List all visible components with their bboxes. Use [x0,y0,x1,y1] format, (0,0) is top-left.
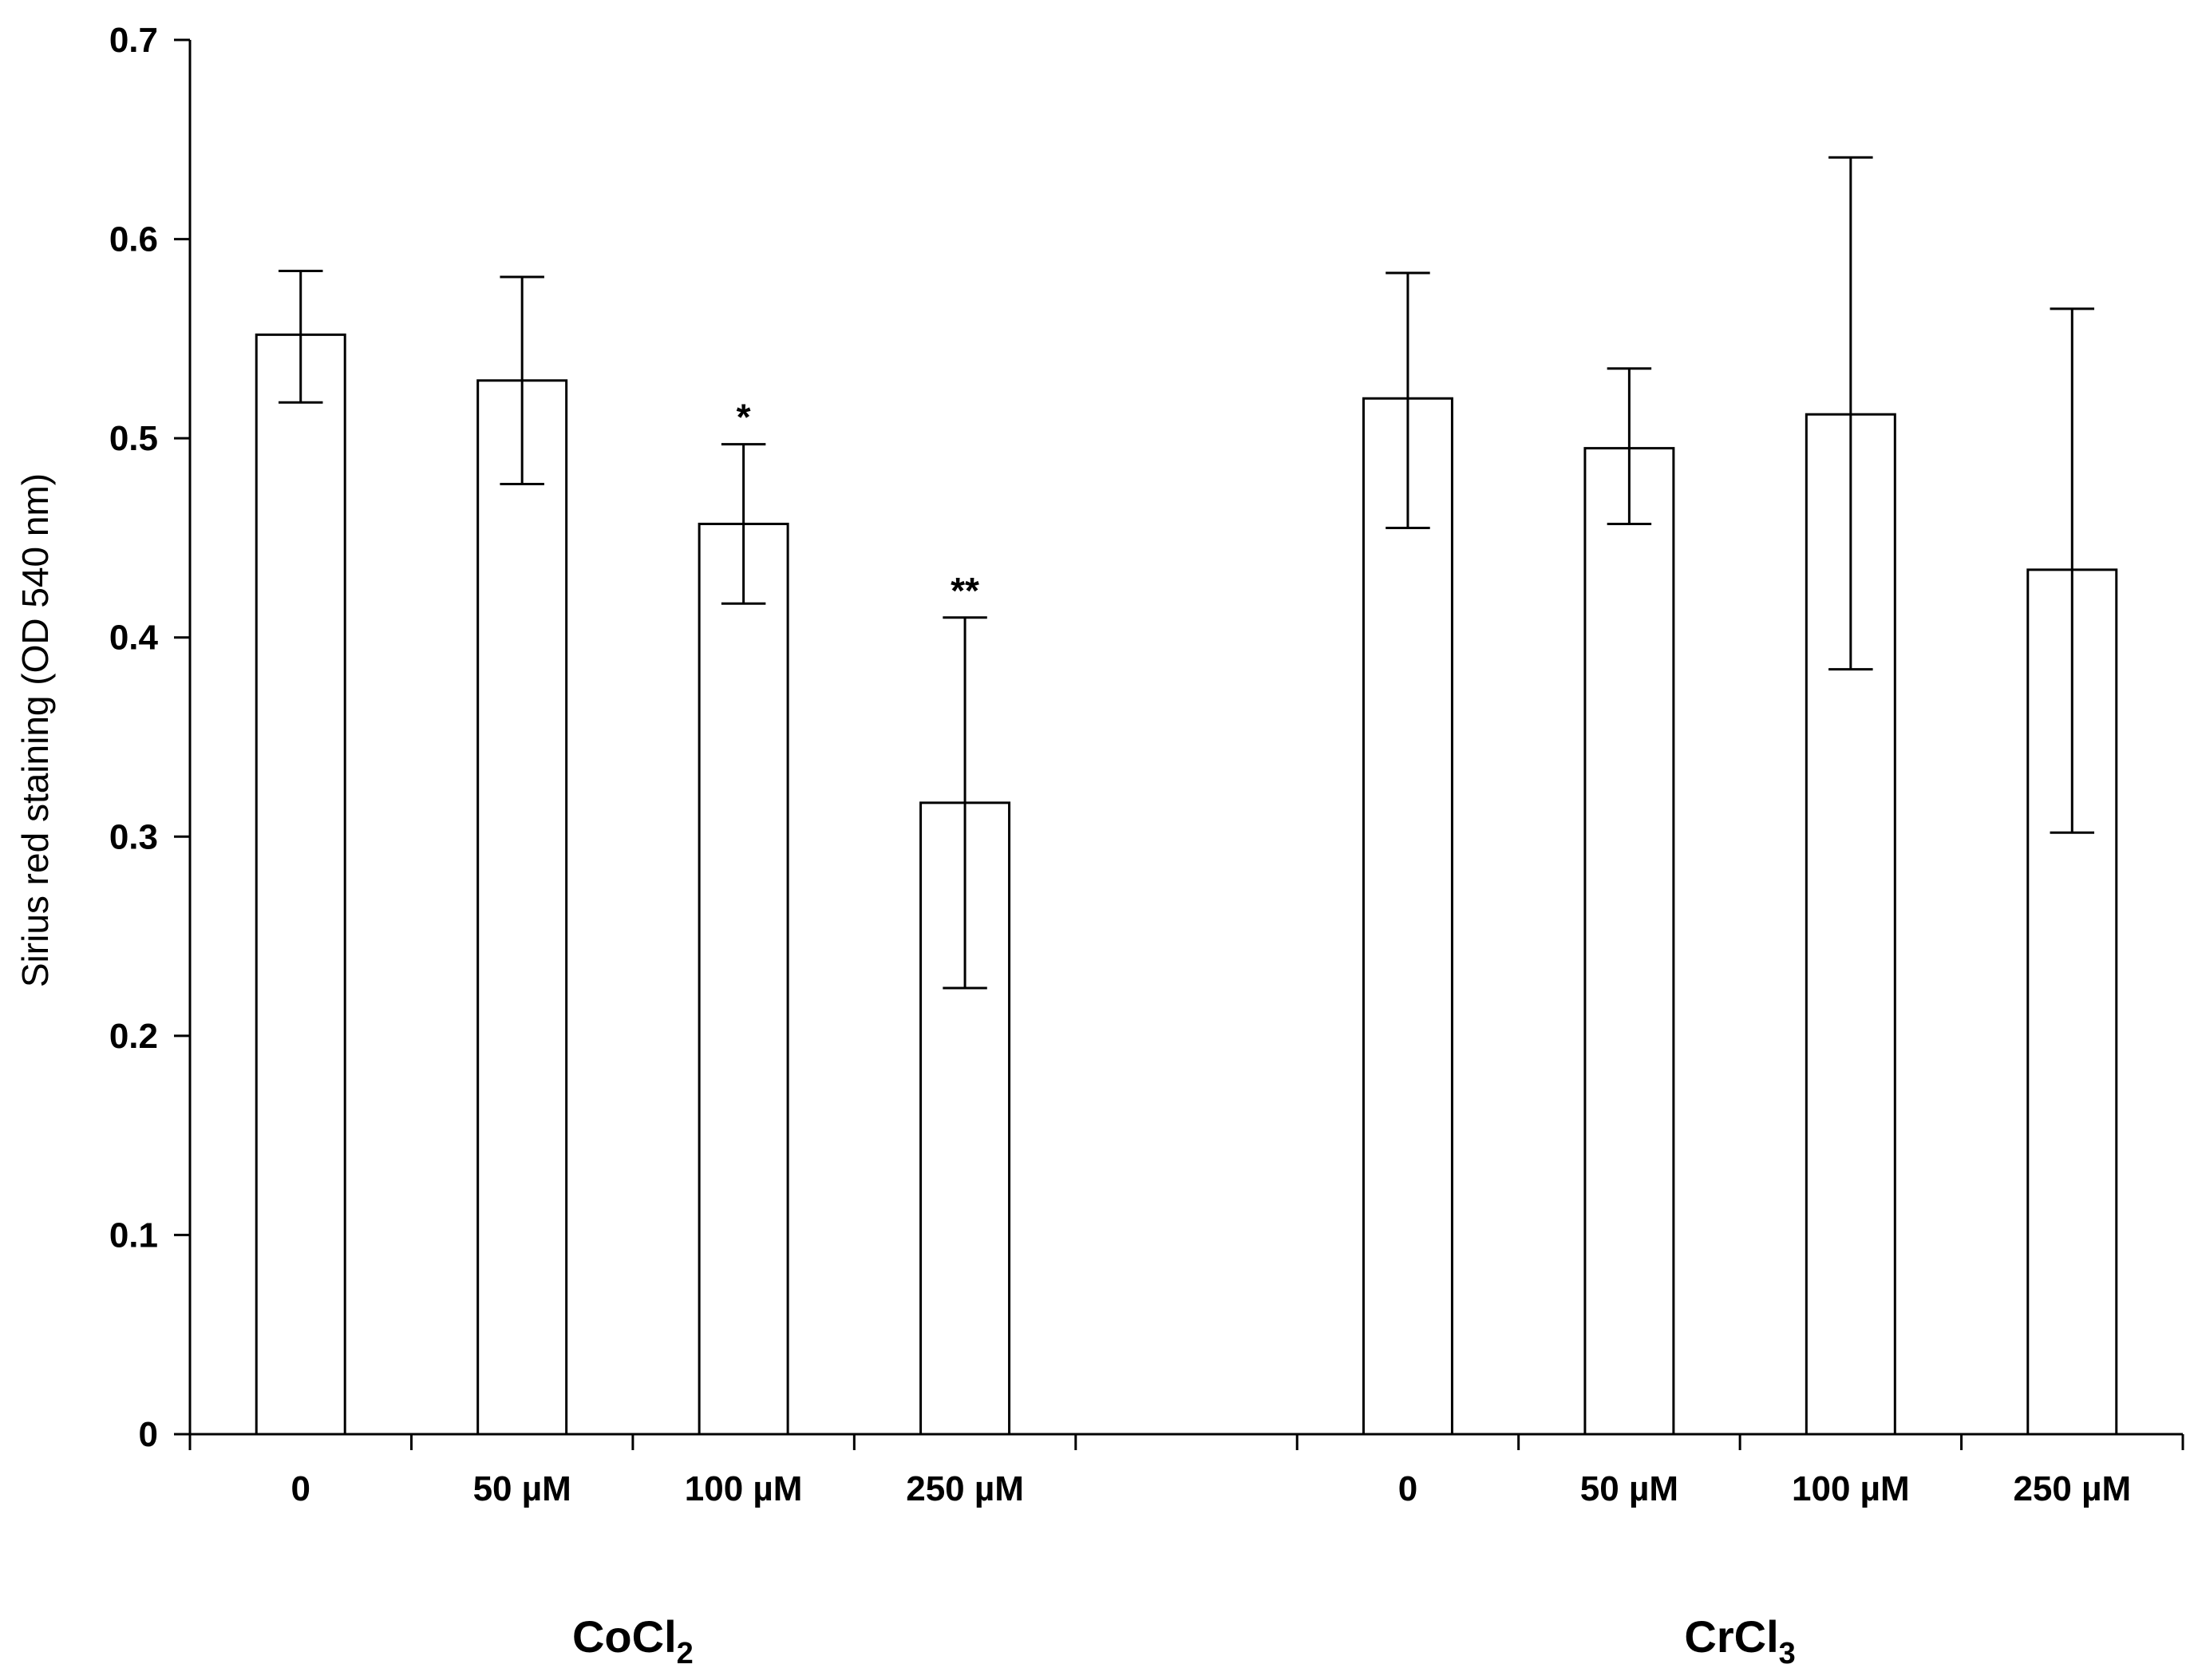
y-tick-label: 0.6 [109,220,158,259]
x-category-label: 0 [1398,1469,1417,1508]
group-label: CrCl3 [1684,1611,1795,1670]
bar [1362,397,1453,1436]
bar [255,333,346,1436]
bars [255,333,2118,1436]
group-label-text: CrCl [1684,1611,1778,1662]
significance-marker: * [737,397,751,438]
x-category-label: 100 µM [1792,1469,1910,1508]
labels: 0 50 µM * 100 µM ** 250 µM CoCl2 0 50 µM 100 µM 25… [291,397,2131,1670]
y-tick-label: 0.5 [109,419,158,458]
x-category-label: 50 µM [473,1469,571,1508]
y-axis-title: Sirius red staining (OD 540 nm) [14,473,56,987]
y-tick-label: 0 [139,1415,158,1454]
group-label-text: CoCl [572,1611,677,1662]
error-bars [278,156,2095,990]
significance-marker: ** [951,570,979,611]
bar [698,522,789,1436]
x-category-label: 0 [291,1469,310,1508]
x-category-label: 250 µM [906,1469,1024,1508]
bar [476,379,568,1436]
y-tick-label: 0.3 [109,817,158,856]
y-axis: 0 0.1 0.2 0.3 0.4 0.5 0.6 0.7 [109,21,192,1454]
bar [1583,447,1675,1436]
y-tick-label: 0.7 [109,21,158,60]
x-category-label: 100 µM [685,1469,803,1508]
group-label-subscript: 2 [677,1637,694,1670]
x-axis [188,1433,2184,1450]
y-tick-label: 0.4 [109,619,159,658]
x-category-label: 250 µM [2013,1469,2131,1508]
y-tick-label: 0.2 [109,1017,158,1056]
y-tick-label: 0.1 [109,1216,158,1255]
group-label-subscript: 3 [1779,1637,1796,1670]
x-category-label: 50 µM [1580,1469,1678,1508]
group-label: CoCl2 [572,1611,694,1670]
